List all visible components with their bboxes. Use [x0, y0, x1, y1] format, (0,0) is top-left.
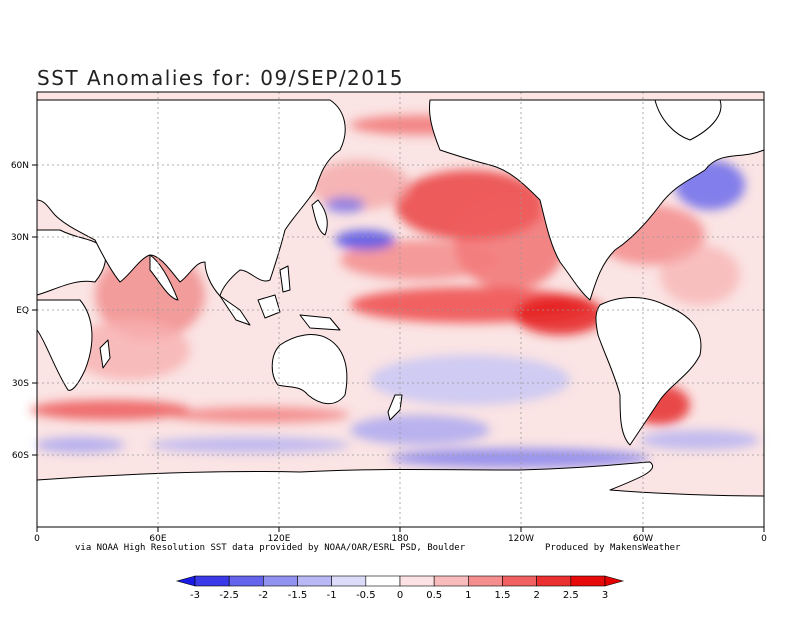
tick-marks [32, 164, 765, 532]
antarctica [36, 461, 765, 528]
lon-tick-label: 120W [508, 534, 534, 544]
lat-tick-label: 60N [11, 161, 29, 171]
lon-tick-label: 0 [761, 534, 767, 544]
colorbar-arrow-low [175, 575, 196, 587]
producer-credit: Produced by MakensWeather [545, 543, 681, 553]
colorbar-label: 3 [602, 590, 608, 601]
colorbar-label: -0.5 [356, 590, 376, 601]
sumatra [219, 295, 251, 326]
map-title: SST Anomalies for: 09/SEP/2015 [37, 66, 404, 90]
anomaly-field [30, 115, 760, 468]
lat-tick-label: EQ [16, 306, 29, 316]
colorbar-swatch [536, 575, 572, 587]
philippines [279, 265, 291, 293]
india [149, 254, 179, 301]
lat-tick-label: 60S [12, 451, 29, 461]
data-source-credit: via NOAA High Resolution SST data provid… [75, 543, 466, 553]
colorbar-swatch [331, 575, 367, 587]
japan [311, 199, 328, 236]
colorbar-label: -2 [258, 590, 268, 601]
madagascar [99, 339, 111, 369]
colorbar-label: 1.5 [495, 590, 511, 601]
colorbar-label: -2.5 [219, 590, 239, 601]
new-guinea [299, 314, 341, 331]
lon-tick-label: 60W [633, 534, 653, 544]
lon-tick-labels: 0 60E 120E 180 120W 60W 0 [34, 534, 767, 544]
greenland [654, 99, 722, 141]
colorbar-label: -1.5 [288, 590, 308, 601]
colorbar-label: -1 [327, 590, 337, 601]
africa-south [36, 299, 93, 391]
colorbar-label: 0 [397, 590, 403, 601]
colorbar-swatch [263, 575, 298, 587]
lon-tick-label: 180 [391, 534, 408, 544]
colorbar-swatch [365, 575, 401, 587]
colorbar-swatch [228, 575, 264, 587]
colorbar-swatch [433, 575, 469, 587]
south-america [595, 297, 702, 446]
colorbar-swatch [502, 575, 537, 587]
colorbar-swatch [194, 575, 230, 587]
lat-tick-labels: 60N 30N EQ 30S 60S [11, 161, 29, 461]
colorbar-swatch [297, 575, 332, 587]
lon-tick-label: 120E [268, 534, 291, 544]
colorbar: -3 -2.5 -2 -1.5 -1 -0.5 0 0.5 1 1.5 2 2.5 3 [175, 575, 625, 601]
borneo [257, 294, 281, 319]
colorbar-label: 2 [533, 590, 539, 601]
eurasia [36, 99, 346, 297]
colorbar-swatch [570, 575, 606, 587]
lon-tick-label: 0 [34, 534, 40, 544]
land-masses [36, 99, 765, 528]
colorbar-swatch [468, 575, 503, 587]
australia [271, 334, 348, 405]
colorbar-arrow-high [604, 575, 625, 587]
colorbar-swatch [399, 575, 435, 587]
lon-tick-label: 60E [149, 534, 166, 544]
lat-tick-label: 30S [12, 379, 29, 389]
colorbar-label: -3 [190, 590, 200, 601]
lat-tick-label: 30N [11, 233, 29, 243]
colorbar-label: 0.5 [426, 590, 442, 601]
north-america [429, 99, 765, 301]
colorbar-label: 2.5 [563, 590, 579, 601]
colorbar-label: 1 [465, 590, 471, 601]
new-zealand [387, 394, 403, 421]
graticule [37, 92, 764, 527]
